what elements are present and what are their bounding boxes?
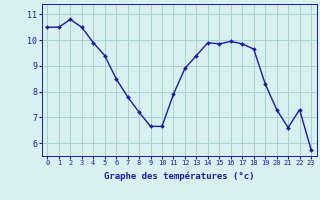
- X-axis label: Graphe des températures (°c): Graphe des températures (°c): [104, 172, 254, 181]
